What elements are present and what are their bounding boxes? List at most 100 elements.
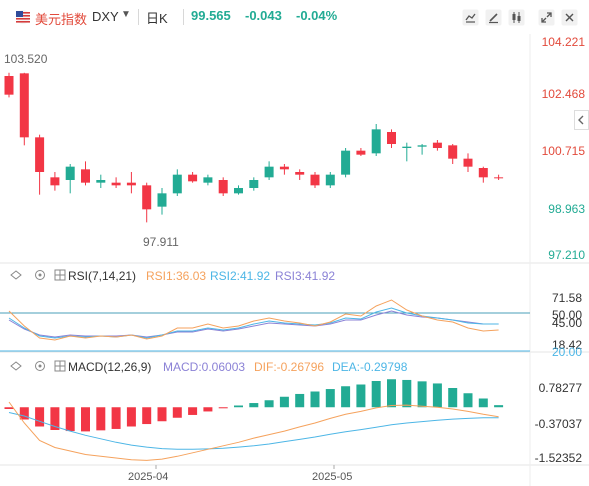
candle-body xyxy=(417,145,427,147)
macd-bar xyxy=(387,379,396,408)
draw-icon[interactable] xyxy=(485,9,502,26)
candle-type-icon[interactable] xyxy=(508,9,525,26)
period-selector[interactable]: 日K xyxy=(146,11,168,26)
macd-bar xyxy=(463,393,473,408)
y-tick-label: 100.715 xyxy=(542,144,586,158)
chevron-down-icon[interactable]: ▼ xyxy=(121,9,131,20)
candle-body xyxy=(19,73,29,138)
macd-bar xyxy=(81,407,90,432)
candle-body xyxy=(50,177,60,186)
dif-line xyxy=(8,401,499,461)
candle-body xyxy=(203,177,213,183)
candle-body xyxy=(387,132,396,144)
macd-bar xyxy=(356,384,366,408)
chevron-left-icon xyxy=(578,115,584,125)
max-price-label: 103.520 xyxy=(4,52,48,66)
macd-layer xyxy=(4,379,504,461)
candle-body xyxy=(432,142,442,148)
eye-icon[interactable] xyxy=(10,361,22,371)
rsi-tick-label: 50.00 xyxy=(552,308,582,322)
eye-icon[interactable] xyxy=(10,270,22,280)
macd-bar xyxy=(4,407,14,409)
symbol-code[interactable]: DXY xyxy=(92,9,119,24)
macd-bar xyxy=(249,403,259,408)
macd-bar xyxy=(310,391,320,408)
candle-body xyxy=(295,172,305,175)
candle-body xyxy=(325,174,335,186)
candle-body xyxy=(111,182,121,186)
collapse-panel-button[interactable] xyxy=(574,110,589,130)
macd-bar xyxy=(172,407,182,418)
macd-title: MACD(12,26,9) xyxy=(68,360,151,374)
macd-tick-label: 0.78277 xyxy=(539,381,583,395)
y-tick-label: 97.210 xyxy=(548,248,585,262)
macd-bar xyxy=(157,407,167,422)
dif-value: DIF:-0.26796 xyxy=(254,360,324,374)
rsi-tick-label: 18.42 xyxy=(552,338,582,352)
candle-body xyxy=(65,166,75,180)
candle-body xyxy=(218,180,228,194)
rsi1-line xyxy=(8,299,499,341)
y-tick-label: 102.468 xyxy=(542,87,586,101)
candle-body xyxy=(264,166,274,178)
macd-bar xyxy=(478,398,488,408)
dea-value: DEA:-0.29798 xyxy=(332,360,408,374)
candle-body xyxy=(249,180,259,188)
macd-bar xyxy=(65,407,75,432)
settings-icon[interactable] xyxy=(35,361,45,371)
candle-body xyxy=(494,177,504,179)
us-flag-icon xyxy=(16,10,30,24)
close-icon[interactable] xyxy=(561,9,578,26)
x-tick-label: 2025-04 xyxy=(128,471,168,483)
macd-bar xyxy=(432,383,442,408)
candle-body xyxy=(157,193,167,207)
macd-bar xyxy=(264,400,274,408)
rsi-legend: RSI(7,14,21) RSI1:36.03 RSI2:41.92 RSI3:… xyxy=(10,269,335,283)
macd-legend: MACD(12,26,9) MACD:0.06003 DIF:-0.26796 … xyxy=(10,360,408,374)
divider xyxy=(138,9,139,25)
macd-bar xyxy=(142,407,152,425)
candle-body xyxy=(279,166,289,170)
price-change-percent: -0.04% xyxy=(296,8,338,23)
candle-body xyxy=(402,146,412,148)
chart-canvas[interactable]: 104.221 102.468 100.715 98.963 97.210 10… xyxy=(0,34,589,486)
candle-body xyxy=(310,174,320,186)
candle-body xyxy=(463,158,473,167)
candle-body xyxy=(371,129,381,154)
fullscreen-icon[interactable] xyxy=(538,9,555,26)
macd-bar xyxy=(126,407,136,427)
candle-body xyxy=(81,169,90,183)
candle-body xyxy=(142,185,152,210)
min-price-label: 97.911 xyxy=(143,235,179,249)
macd-bar xyxy=(234,405,243,408)
macd-bar xyxy=(417,381,427,408)
candle-body xyxy=(341,150,351,175)
y-tick-label: 104.221 xyxy=(542,35,586,49)
macd-bar xyxy=(295,393,305,408)
indicator-box-icon[interactable] xyxy=(54,360,66,372)
macd-bar xyxy=(35,407,45,427)
candle-body xyxy=(172,174,182,194)
macd-bar xyxy=(402,379,412,408)
indicator-box-icon[interactable] xyxy=(54,269,66,281)
x-tick-label: 2025-05 xyxy=(312,471,352,483)
macd-tick-label: -0.37037 xyxy=(535,417,583,431)
indicator-icon[interactable] xyxy=(462,9,479,26)
symbol-name[interactable]: 美元指数 xyxy=(35,12,88,27)
settings-icon[interactable] xyxy=(35,270,45,280)
rsi-tick-label: 45.00 xyxy=(552,316,582,330)
rsi-tick-label: 71.58 xyxy=(552,291,582,305)
price-change: -0.043 xyxy=(245,8,282,23)
macd-bar xyxy=(111,407,121,429)
candle-body xyxy=(35,137,45,172)
rsi-tick-label: 20.00 xyxy=(552,345,582,359)
candle-body xyxy=(188,174,198,182)
macd-bar xyxy=(279,396,289,408)
macd-bar xyxy=(19,407,29,420)
dea-line xyxy=(8,412,499,450)
candle-body xyxy=(478,168,488,178)
macd-bar xyxy=(448,388,458,408)
macd-bar xyxy=(341,386,351,408)
y-tick-label: 98.963 xyxy=(548,202,585,216)
